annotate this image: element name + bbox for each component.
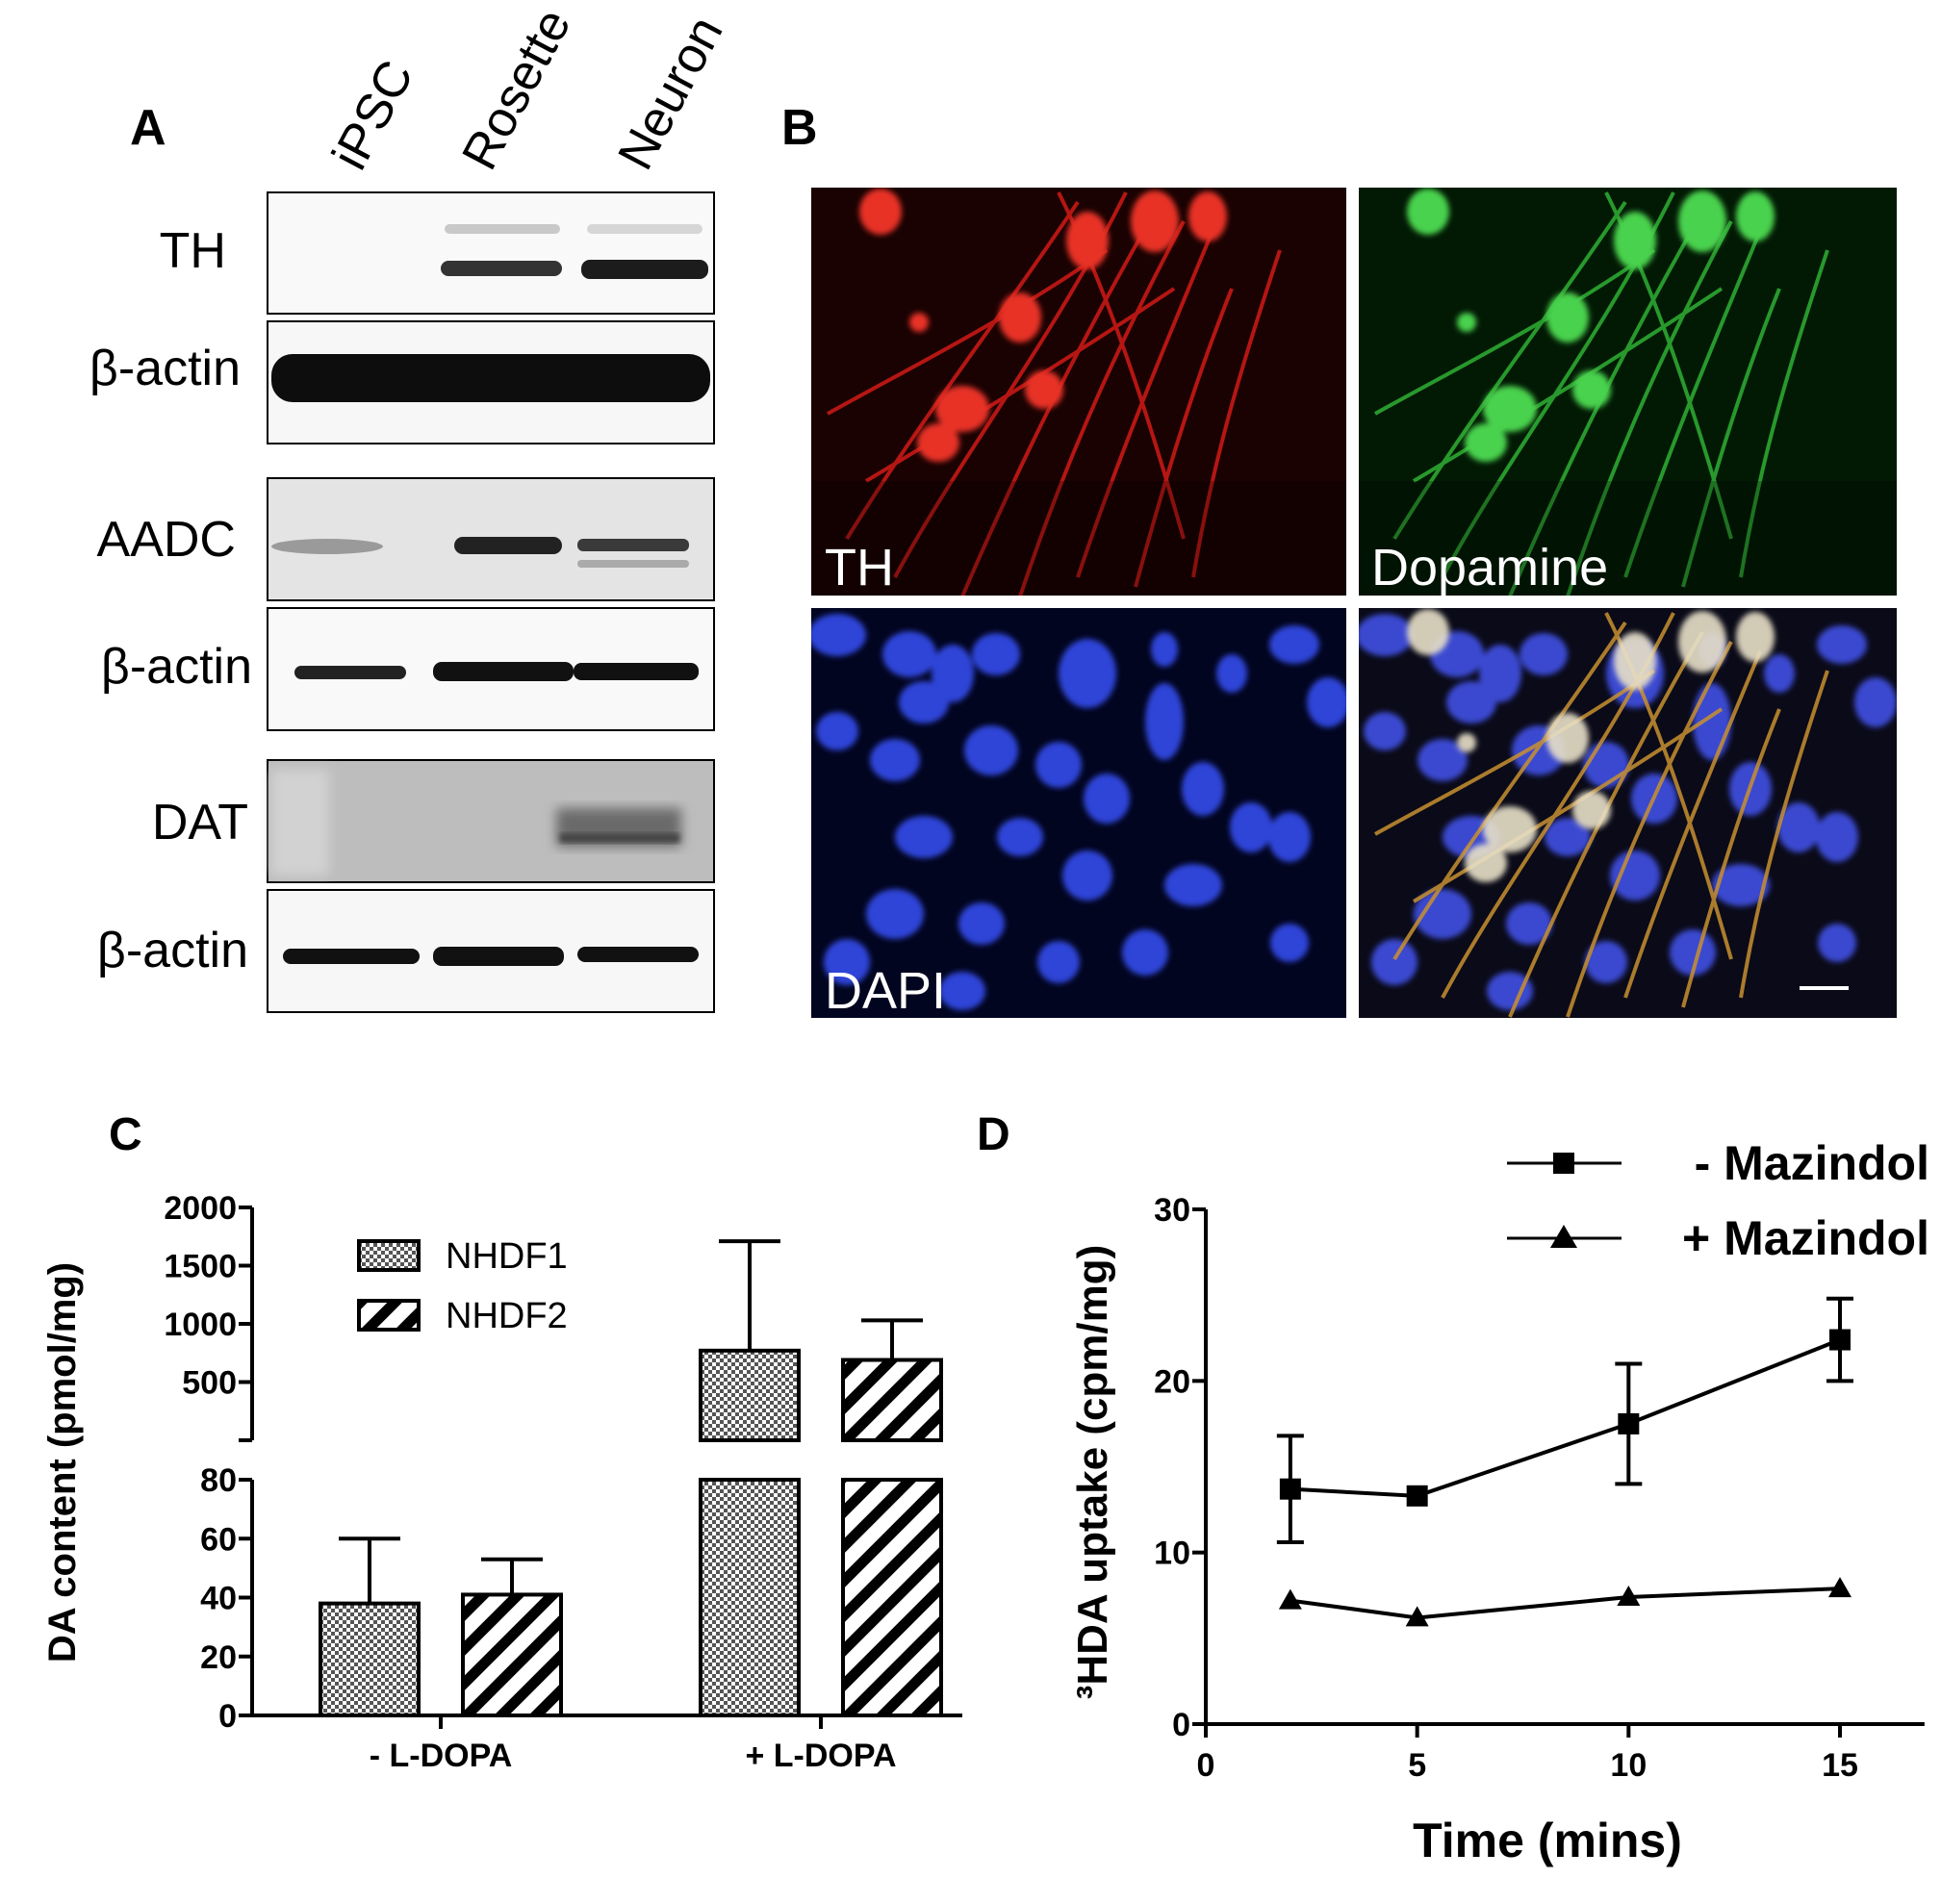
blot-th [267,191,715,315]
chart-c-y-tick-label: 2000 [164,1190,237,1227]
blot-actin-1 [267,320,715,444]
micrograph-merge [1359,608,1897,1018]
lane-label-neuron: Neuron [607,8,733,179]
panel-d-label: D [977,1109,1010,1160]
chart-c-bar [841,1478,943,1717]
chart-c-bar [699,1348,801,1442]
chart-c-y-title: DA content (pmol/mg) [41,1262,84,1663]
chart-d-triangle-marker [1828,1577,1852,1598]
panel-b: B TH Dopamine DAPI [781,100,1897,1020]
chart-c-bar [699,1478,801,1717]
chart-d-y-tick-label: 20 [1154,1363,1190,1400]
chart-c-x-tick-label: - L-DOPA [370,1738,513,1774]
chart-d-square-marker [1829,1329,1851,1351]
chart-c-bar [841,1358,943,1443]
chart-d-triangle-marker [1617,1586,1641,1607]
chart-d: 0 10 20 30 0 5 10 15 Time (mins) ³HDA uptake (cpm… [1069,1136,1929,1867]
chart-c-legend-label: NHDF1 [446,1236,568,1277]
blot-actin-3 [267,889,715,1013]
chart-d-legend-marker [1553,1153,1574,1174]
panel-b-label: B [781,100,818,156]
blot-label-actin-2: β-actin [101,639,252,695]
blot-actin-2 [267,607,715,731]
chart-d-x-tick-label: 0 [1197,1747,1215,1784]
chart-d-y-tick-label: 30 [1154,1192,1190,1229]
micrograph-dapi [811,608,1346,1018]
chart-d-square-marker [1406,1485,1428,1507]
chart-d-series-line [1290,1587,1841,1620]
chart-d-y-tick-label: 0 [1172,1707,1190,1743]
chart-d-square-marker [1279,1478,1301,1500]
chart-c: 0 20 40 60 80 500 1000 1500 2000 DA content (pmol… [41,1190,962,1774]
panel-c-label: C [109,1109,142,1160]
chart-d-triangle-marker [1278,1588,1302,1610]
chart-d-x-tick-label: 5 [1408,1747,1426,1784]
chart-d-x-tick-label: 15 [1822,1747,1858,1784]
chart-c-y-tick-label: 1500 [164,1249,237,1285]
blot-label-actin-1: β-actin [89,341,241,396]
panel-d: D 0 10 20 30 0 5 10 15 Time (mins) ³HDA uptake (c… [977,1109,1929,1867]
chart-d-legend-marker [1550,1225,1577,1248]
chart-d-series-line [1290,1337,1841,1498]
chart-c-legend-swatch [357,1299,421,1332]
blot-label-actin-3: β-actin [97,923,248,978]
chart-c-legend-label: NHDF2 [446,1296,568,1336]
blot-label-aadc: AADC [97,512,236,568]
chart-c-bar [461,1592,563,1717]
chart-c-y-tick-label: 60 [200,1521,237,1558]
panel-a-label: A [130,100,166,156]
chart-c-y-tick-label: 1000 [164,1307,237,1343]
blot-aadc [267,477,715,601]
chart-d-x-tick-label: 10 [1610,1747,1647,1784]
chart-c-x-tick-label: + L-DOPA [745,1738,896,1774]
panel-a: A iPSC Rosette Neuron TH β-actin AADC [89,0,734,1013]
chart-c-y-tick-label: 80 [200,1462,237,1499]
chart-d-y-tick-label: 10 [1154,1536,1190,1572]
chart-d-square-marker [1618,1412,1640,1434]
chart-d-triangle-marker [1405,1606,1429,1627]
chart-c-y-tick-label: 500 [182,1365,237,1402]
chart-c-legend-swatch [357,1239,421,1272]
chart-d-legend-label: + Mazindol [1682,1211,1929,1265]
chart-c-y-tick-label: 40 [200,1581,237,1617]
chart-c-y-tick-label: 20 [200,1639,237,1676]
micrograph-label-dopamine: Dopamine [1371,539,1608,597]
panel-c: C 0 20 40 60 80 500 1000 1500 2000 DA content (pm… [41,1109,962,1774]
blot-label-dat: DAT [152,795,248,850]
chart-d-legend-label: - Mazindol [1695,1136,1929,1190]
chart-c-bar [319,1601,421,1717]
blot-dat [267,759,715,883]
micrograph-th [811,188,1346,596]
chart-d-y-title: ³HDA uptake (cpm/mg) [1069,1245,1116,1700]
blot-label-th: TH [160,223,226,279]
chart-c-y-tick-label: 0 [218,1698,237,1735]
lane-label-rosette: Rosette [451,0,581,178]
micrograph-label-th: TH [825,539,894,597]
chart-d-x-title: Time (mins) [1413,1814,1682,1867]
lane-label-ipsc: iPSC [321,52,424,179]
micrograph-label-dapi: DAPI [825,962,946,1020]
micrograph-dopamine [1359,188,1897,596]
